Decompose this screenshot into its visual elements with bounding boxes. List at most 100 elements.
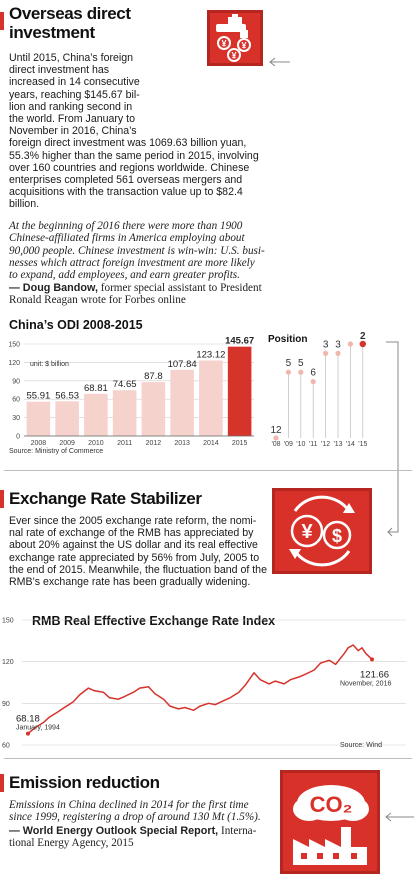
exchange-body-line: exchange rate appreciated by 56% from Ju… [9,551,260,564]
currency-exchange-icon: ¥ $ [272,488,372,574]
position-value-label: 5 [286,358,292,369]
odi-bar-value-label: 87.8 [144,371,163,382]
odi-body-line: 55.3% higher than the same period in 201… [9,149,259,162]
odi-body-line: the world. From January to [9,113,135,126]
position-value-label: 3 [323,339,329,350]
odi-body-line: enterprises completed 561 overseas merge… [9,174,243,187]
position-point [298,369,304,375]
reer-end-label: 121.66 [360,669,389,680]
odi-bar [26,401,51,436]
odi-bar-value-label: 107.84 [168,359,197,370]
svg-text:$: $ [332,526,342,546]
position-x-tick: '09 [284,441,293,448]
odi-bar-value-label: 123.12 [196,349,225,360]
odi-body-line: direct investment has [9,64,110,77]
position-point [285,369,291,375]
svg-text:¥: ¥ [241,41,246,51]
exchange-body-text: Ever since the 2005 exchange rate reform… [9,515,279,588]
exchange-body-line: the end of 2015. Meanwhile, the fluctuat… [9,563,267,576]
odi-chart-source: Source: Ministry of Commerce [9,448,104,455]
reer-end-date: November, 2016 [340,680,391,687]
position-x-tick: '13 [333,441,342,448]
odi-bar [112,390,137,436]
reer-start-label: 68.18 [16,714,40,725]
emission-quote-source: — World Energy Outlook Special Report, I… [9,825,257,850]
pointer-arrow-icon [385,812,414,822]
odi-section-title: Overseas direct investment [9,4,131,42]
odi-unit-label: unit: $ billion [30,361,69,368]
odi-bar [84,393,108,436]
odi-bar-value-label: 145.67 [225,336,254,347]
odi-body-line: billion. [9,198,40,211]
section-divider [4,758,412,759]
odi-body-line: over 160 countries and regions worldwide… [9,161,250,174]
odi-x-tick: 2010 [88,440,104,447]
position-chart: Position 12 '08 5 '09 5 '10 6 '11 3 '12 3 '13 '14 2 '15 [268,331,367,448]
reer-chart-source: Source: Wind [340,742,383,749]
money-tap-icon: ¥ ¥ ¥ [207,10,263,66]
exchange-body-line: about 20% against the US dollar and its … [9,539,258,552]
exchange-body-line: RMB’s exchange rate has been gradually w… [9,576,251,589]
odi-quote-line: to expand, add employees, and earn great… [9,269,240,282]
odi-bar-value-label: 55.91 [26,391,50,402]
odi-x-tick: 2015 [232,440,248,447]
emission-section-title: Emission reduction [9,773,160,792]
position-point [347,341,353,347]
odi-body-line: November in 2016, China’s [9,125,137,138]
co2-icon-text: CO₂ [310,792,353,817]
section-accent-bar [0,12,4,30]
odi-bar-value-label: 74.65 [113,379,137,390]
odi-body-line: years, reaching $145.67 bil- [9,88,140,101]
svg-text:¥: ¥ [221,39,226,49]
position-point [273,435,279,441]
odi-quote-line: At the beginning of 2016 there were more… [9,220,243,232]
reer-start-date: January, 1994 [16,725,60,732]
odi-quote-line: Chinese-affiliated firms in America empl… [9,232,245,245]
odi-quote-source: — Doug Bandow, former special assistant … [9,282,262,307]
odi-bar [227,346,252,436]
odi-body-line: lion and ranking second in [9,100,133,113]
position-point [323,350,329,356]
reer-y-tick: 90 [2,701,10,708]
position-x-tick: '10 [296,441,305,448]
odi-chart-title: China’s ODI 2008-2015 [9,318,143,332]
exchange-section-title: Exchange Rate Stabilizer [9,489,202,508]
odi-x-tick: 2008 [31,440,47,447]
odi-bar [199,360,223,436]
reer-series-line [27,644,373,735]
odi-bar-value-label: 56.53 [55,390,79,401]
odi-y-tick: 30 [12,415,20,422]
position-value-label: 5 [298,358,304,369]
odi-body-line: Until 2015, China’s foreign [9,52,134,64]
reer-chart-title: RMB Real Effective Exchange Rate Index [32,614,276,628]
odi-x-tick: 2011 [117,440,132,447]
position-x-tick: '11 [309,441,318,448]
odi-x-tick: 2012 [146,440,162,447]
emission-quote-text: Emissions in China declined in 2014 for … [9,799,279,824]
odi-body-line: acquisitions with the transaction value … [9,186,243,199]
odi-y-tick: 90 [12,378,20,385]
pointer-arrow-icon [269,57,290,67]
position-point [359,340,366,348]
odi-quote-text: At the beginning of 2016 there were more… [9,220,416,281]
position-value-label: 2 [360,331,366,342]
odi-bar [170,369,194,436]
position-value-label: 6 [310,368,316,379]
co2-factory-icon: CO₂ [280,770,380,874]
odi-body-line: foreign direct investment was 1069.63 bi… [9,137,247,150]
exchange-body-line: nal rate of exchange of the RMB has appr… [9,527,254,540]
odi-x-tick: 2009 [59,440,75,447]
odi-body-text: Until 2015, China’s foreign direct invest… [9,52,274,211]
odi-y-tick: 120 [8,360,20,367]
position-chart-title: Position [268,334,307,345]
position-point [335,350,341,356]
svg-text:¥: ¥ [301,521,313,543]
exchange-body-line: Ever since the 2005 exchange rate reform… [9,515,257,527]
odi-quote-line: 90,000 people. Chinese investment is win… [9,244,265,257]
odi-bar [55,401,79,436]
section-divider [4,470,412,471]
connector-line [386,341,399,537]
section-accent-bar [0,490,4,508]
odi-bar-value-label: 68.81 [84,383,108,394]
